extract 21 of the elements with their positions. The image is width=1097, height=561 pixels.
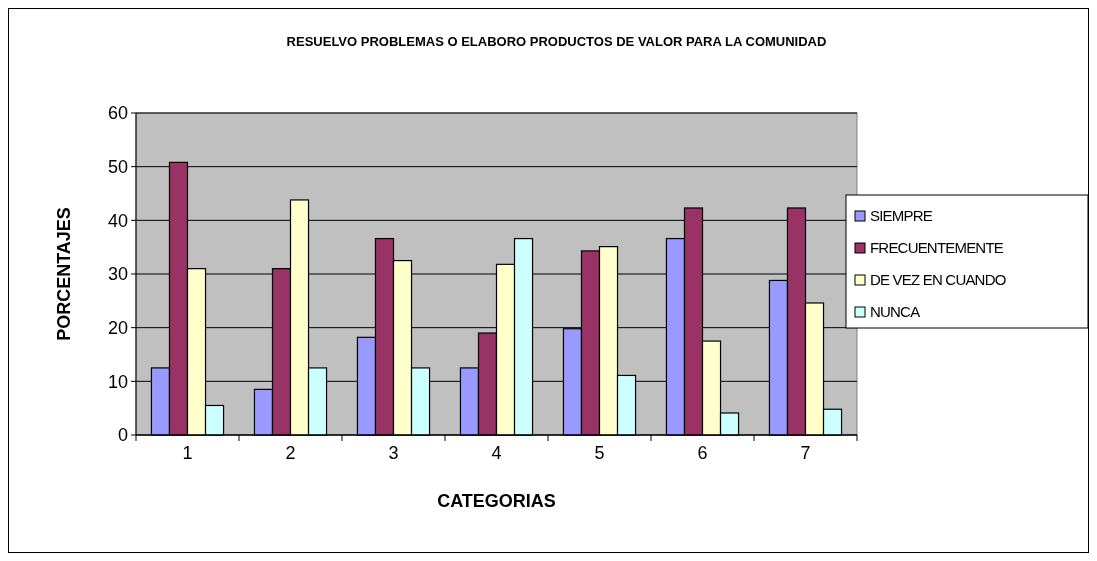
x-tick-label: 2 <box>285 443 296 463</box>
x-tick-label: 1 <box>182 443 193 463</box>
y-tick-label: 50 <box>107 156 128 177</box>
legend-label: NUNCA <box>870 303 921 321</box>
chart-title: RESUELVO PROBLEMAS O ELABORO PRODUCTOS DE VALOR PARA LA COMUNIDAD <box>286 34 827 49</box>
x-tick-label: 5 <box>594 443 605 463</box>
y-tick-label: 10 <box>107 371 128 392</box>
x-tick-label: 3 <box>388 443 399 463</box>
x-tick-label: 4 <box>491 443 502 463</box>
legend-label: DE VEZ EN CUANDO <box>870 271 1006 289</box>
x-axis-title: CATEGORIAS <box>437 491 556 511</box>
legend-label: SIEMPRE <box>870 207 933 225</box>
y-tick-label: 20 <box>107 317 128 338</box>
y-axis-title: PORCENTAJES <box>54 207 74 341</box>
x-tick-label: 7 <box>800 443 811 463</box>
y-tick-label: 40 <box>107 210 128 231</box>
y-tick-label: 60 <box>107 103 128 124</box>
legend-label: FRECUENTEMENTE <box>870 239 1004 257</box>
y-tick-label: 30 <box>107 264 128 285</box>
y-tick-label: 0 <box>117 425 128 446</box>
x-tick-label: 6 <box>697 443 708 463</box>
